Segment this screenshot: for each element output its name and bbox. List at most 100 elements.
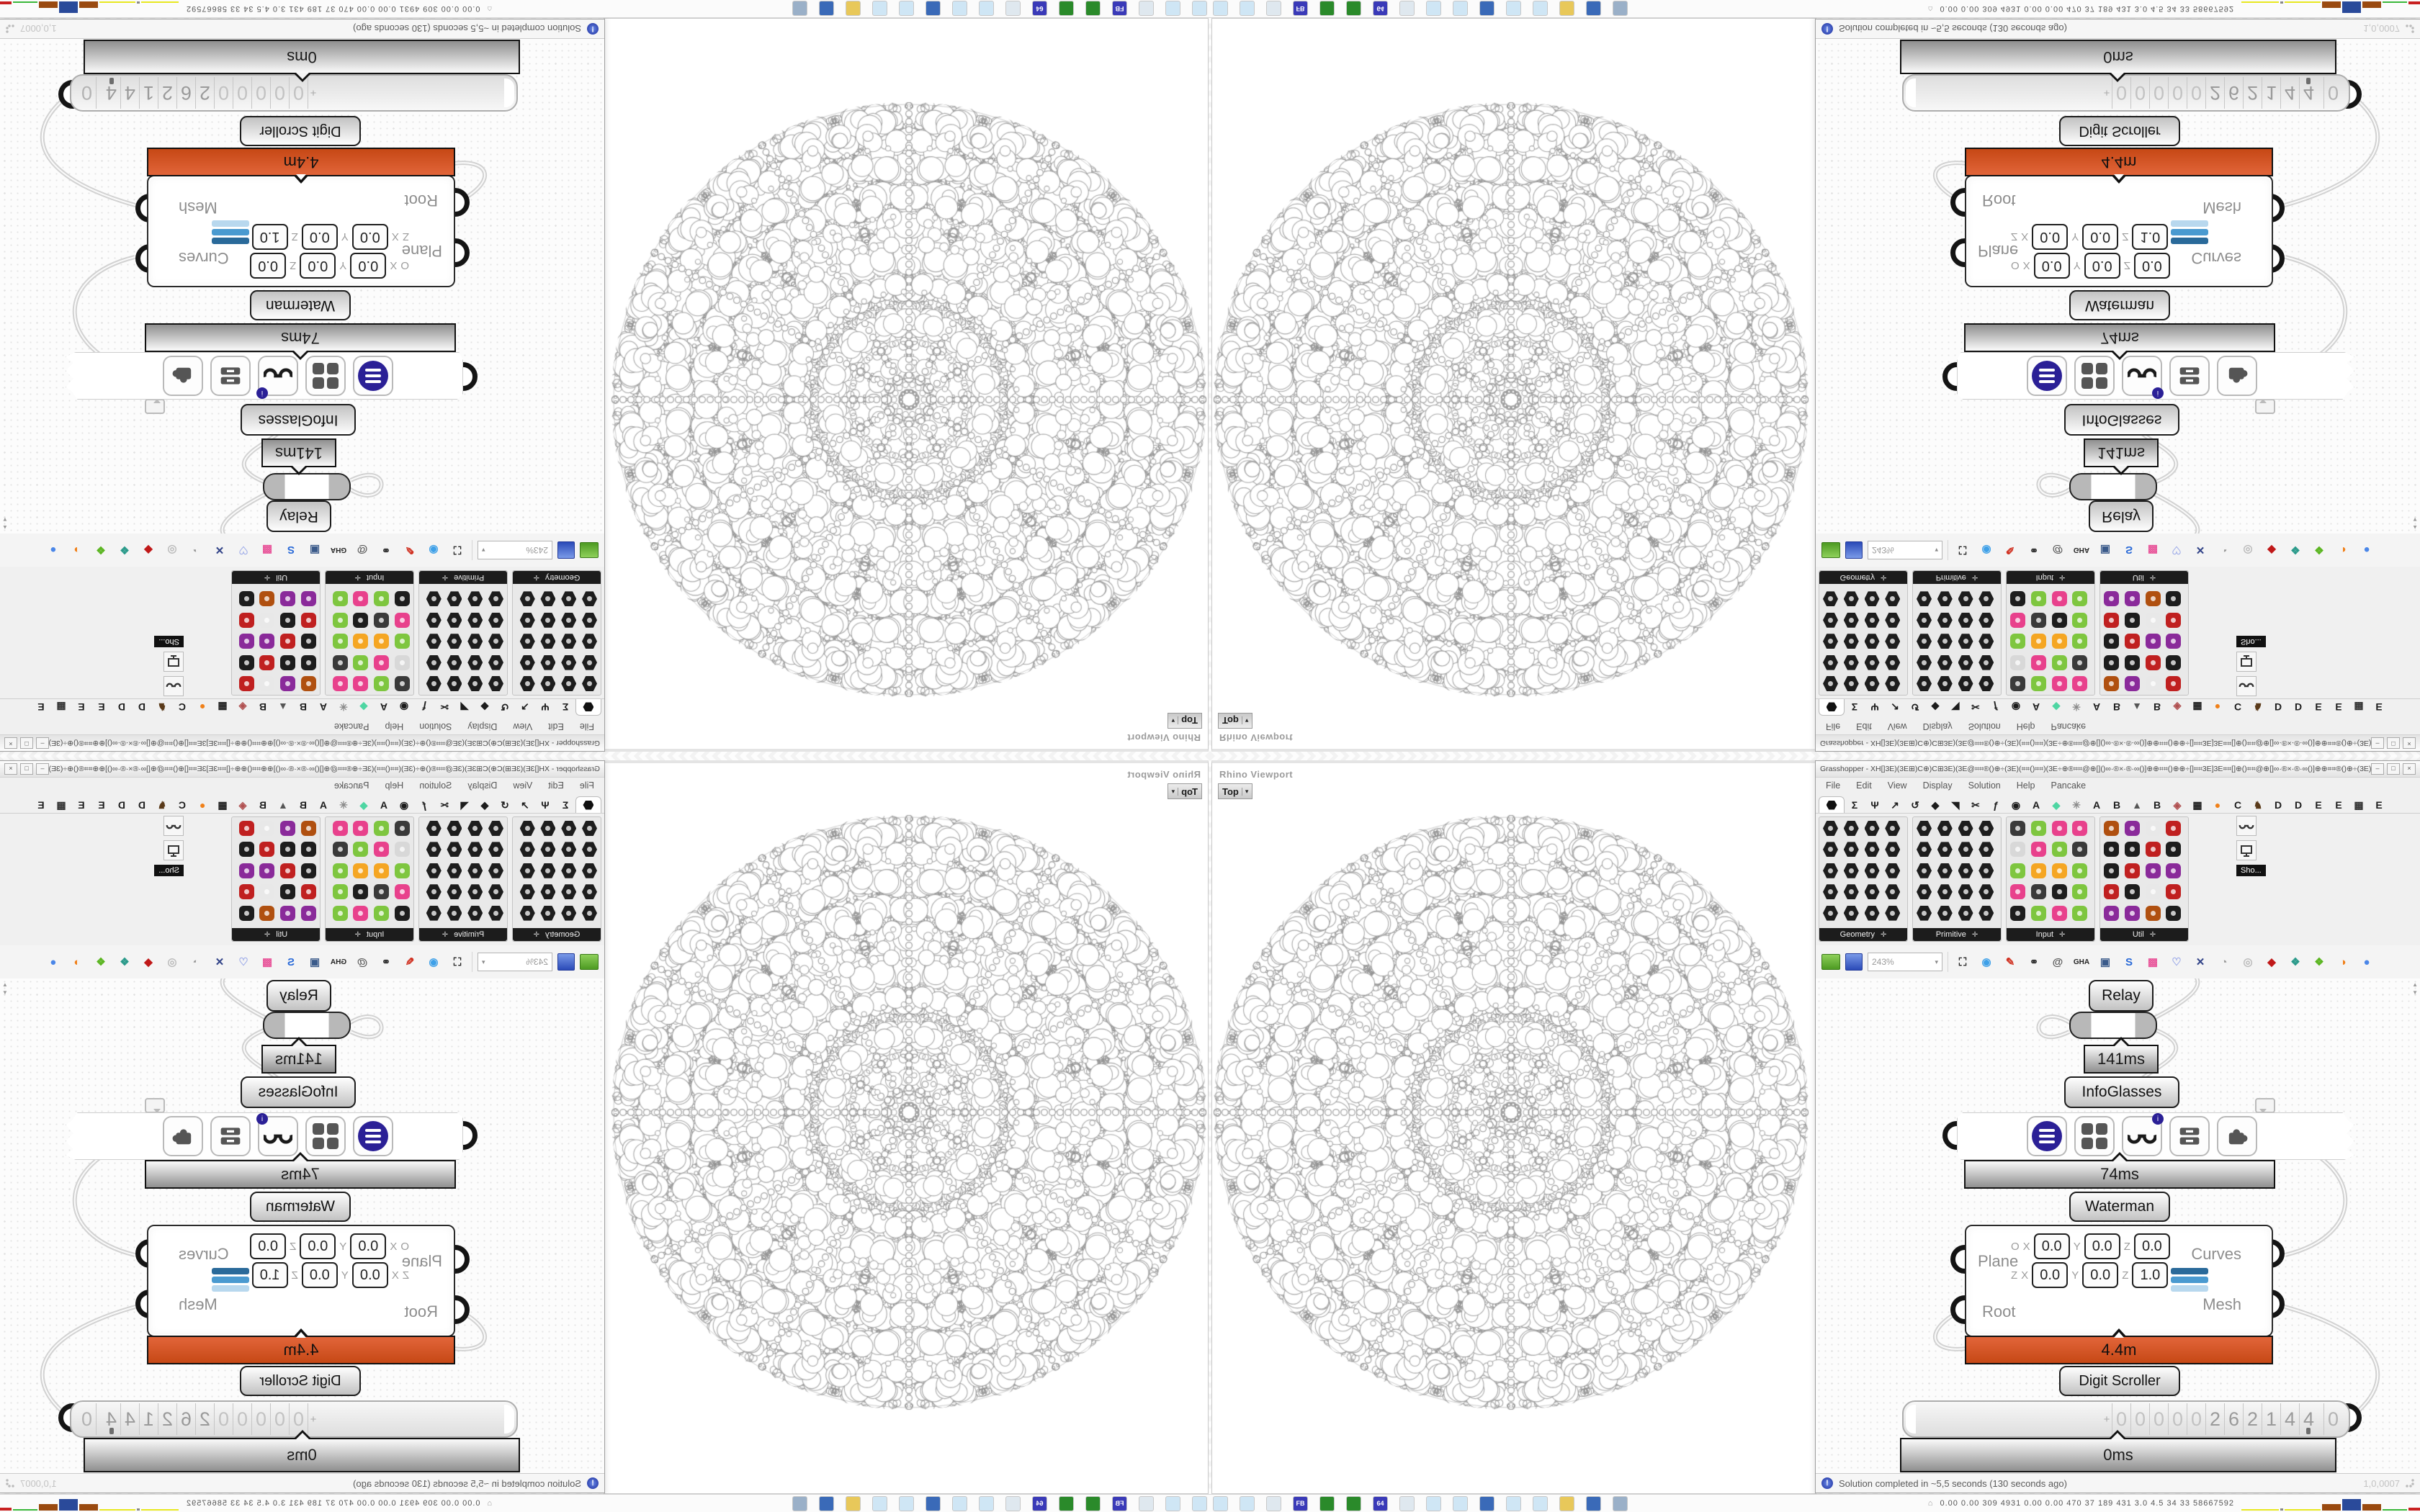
component-icon[interactable] [1937,613,1953,628]
toolbar-icon-4[interactable]: @ [357,955,368,968]
group-expand-icon[interactable]: ✛ [442,573,449,582]
menu-circle-icon[interactable] [2027,356,2067,396]
component-tab-23[interactable]: D [117,799,126,811]
component-tab-3[interactable]: ↗ [1891,701,1899,714]
menu-item-solution[interactable]: Solution [1968,780,2001,791]
component-icon[interactable] [1958,842,1973,858]
coord-value-x[interactable]: 0.0 [2033,253,2070,279]
component-tab-4[interactable]: ↺ [1911,798,1919,811]
toolbar-icon-5[interactable]: GHA [2073,546,2090,554]
component-icon[interactable] [520,842,535,857]
component-icon[interactable] [1937,842,1953,858]
quick-launch-icon-5[interactable] [1059,1495,1074,1511]
viewport-tab-top[interactable]: Top ▾ [1167,783,1202,799]
digit-cell-6[interactable]: 6 [2224,1403,2243,1435]
component-tab-27[interactable]: E [37,799,45,811]
menu-item-display[interactable]: Display [1922,721,1953,732]
toolbar-icon-13[interactable]: ◆ [144,956,153,968]
component-icon[interactable] [1844,613,1859,628]
component-icon[interactable] [2104,863,2119,878]
menu-item-help[interactable]: Help [385,721,404,732]
component-icon[interactable] [561,591,576,606]
close-button[interactable]: × [4,763,17,775]
component-icon[interactable] [2145,634,2161,649]
component-icon[interactable] [2145,905,2161,921]
digit-cell-8[interactable]: 1 [2262,1403,2280,1435]
component-icon[interactable] [1823,905,1838,921]
quick-launch-icon-6[interactable]: 64 [1032,1,1047,17]
component-icon[interactable] [426,821,442,836]
group-footer-util[interactable]: Util ✛ [2100,928,2188,941]
component-icon[interactable] [1864,842,1880,858]
component-icon[interactable] [238,654,254,670]
component-icon[interactable] [1865,613,1880,628]
quick-launch-icon-6[interactable]: 64 [1032,1495,1047,1511]
digit-cell-6[interactable]: 6 [177,1403,196,1435]
component-tab-26[interactable]: ▩ [56,701,66,714]
group-footer-geometry[interactable]: Geometry ✛ [513,571,601,584]
component-icon[interactable] [2166,905,2182,921]
toolbar-icon-11[interactable]: ◔ [192,544,200,557]
component-icon[interactable] [2030,821,2046,836]
quick-launch-icon-13[interactable] [1559,1,1574,17]
component-icon[interactable] [2166,821,2182,836]
component-tab-1[interactable]: Σ [1851,701,1858,713]
component-tab-16[interactable]: B [2153,799,2161,811]
toolbar-icon-16[interactable]: ◑ [2339,544,2347,557]
component-tab-6[interactable]: ◥ [1951,701,1960,714]
component-icon[interactable] [1843,905,1859,921]
minimize-button[interactable]: – [36,737,49,749]
relay-node[interactable] [263,1012,351,1039]
component-icon[interactable] [1958,613,1973,628]
component-icon[interactable] [582,863,597,878]
goggles-icon[interactable] [2236,676,2257,696]
comment-bubble-icon[interactable] [145,399,165,414]
component-icon[interactable] [1978,655,1994,670]
toolbar-icon-1[interactable]: ◉ [429,956,439,968]
quick-launch-icon-5[interactable] [1346,1,1361,17]
coord-value-z[interactable]: 1.0 [251,1262,288,1288]
component-icon[interactable] [301,591,316,607]
toolbar-icon-14[interactable]: ❖ [120,956,130,968]
digit-cell-9[interactable]: 4 [121,77,140,109]
component-tab-14[interactable]: B [2112,701,2121,713]
component-icon[interactable] [332,676,348,691]
menu-item-display[interactable]: Display [467,721,498,732]
component-tab-26[interactable]: ▩ [2354,798,2364,811]
digit-cell-9[interactable]: 4 [2280,77,2299,109]
component-icon[interactable] [301,634,316,649]
infoglasses-goggles-icon[interactable]: i [258,1116,298,1156]
group-footer-primitive[interactable]: Primitive ✛ [419,928,507,941]
component-icon[interactable] [1885,842,1901,858]
zoom-level-combo[interactable]: 243% ▾ [1868,953,1942,971]
component-icon[interactable] [238,676,254,691]
puzzle-icon[interactable] [2217,1116,2257,1156]
component-icon[interactable] [520,906,535,921]
component-icon[interactable] [2010,905,2025,921]
component-icon[interactable] [1823,613,1838,628]
component-tab-14[interactable]: B [2112,799,2121,811]
component-icon[interactable] [2030,863,2046,878]
component-icon[interactable] [2051,905,2067,921]
component-icon[interactable] [395,591,410,607]
component-tab-9[interactable]: ◉ [2011,701,2021,714]
component-icon[interactable] [238,905,254,921]
component-icon[interactable] [1917,676,1932,691]
relay-node[interactable] [263,473,351,500]
grid-icon[interactable] [2074,1116,2115,1156]
component-icon[interactable] [1843,884,1859,900]
component-icon[interactable] [2124,821,2140,836]
toolbar-icon-9[interactable]: ♡ [2172,956,2182,968]
component-icon[interactable] [1843,842,1859,858]
component-icon[interactable] [2010,591,2025,607]
component-tab-26[interactable]: ▩ [56,798,66,811]
coord-value-x[interactable]: 0.0 [351,1262,388,1288]
digit-cell-7[interactable]: 2 [2243,1403,2262,1435]
component-tab-21[interactable]: ♞ [2253,701,2263,714]
group-footer-input[interactable]: Input ✛ [326,571,413,584]
component-tab-5[interactable]: ◆ [1931,798,1940,811]
component-tab-4[interactable]: ↺ [1911,701,1919,714]
component-icon[interactable] [488,821,503,836]
grasshopper-titlebar[interactable]: Grasshopper - XH[]3E)(3E⊞)C⊕)C⊞3E)(3E@⌗⌗… [0,734,604,751]
toolbar-icon-2[interactable]: ✎ [2005,956,2015,968]
